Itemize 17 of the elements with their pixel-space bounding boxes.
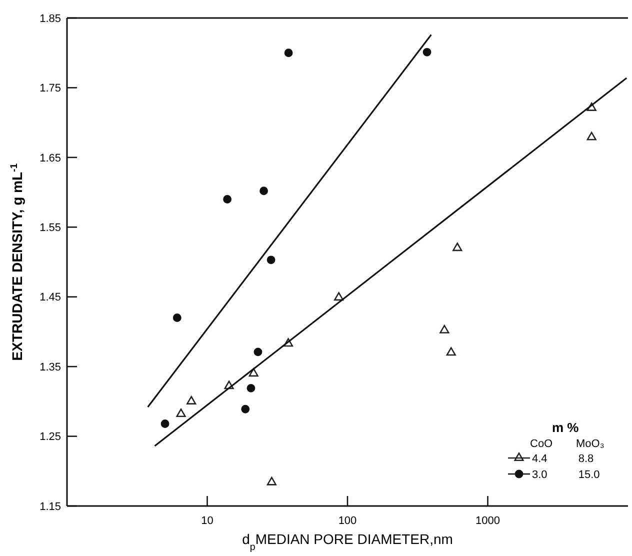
y-tick-label: 1.45 xyxy=(40,292,61,304)
y-tick-label: 1.55 xyxy=(40,222,61,234)
annotation: CoO xyxy=(530,438,554,450)
x-tick-label: 10 xyxy=(201,515,214,527)
y-tick-label: 1.65 xyxy=(40,152,61,164)
y-tick-label: 1.75 xyxy=(40,82,61,95)
y-tick-label: 1.85 xyxy=(40,12,61,25)
x-tick-label: 100 xyxy=(338,515,357,527)
legend-label: 3.0 15.0 xyxy=(532,469,600,481)
x-axis-title: d$_{p}$MEDIAN PORE DIAMETER,nm xyxy=(242,531,453,552)
y-tick-label: 1.25 xyxy=(40,431,61,444)
y-tick-label: 1.15 xyxy=(40,500,61,513)
legend-label: 4.4 8.8 xyxy=(532,453,594,465)
annotation: MoO₃ xyxy=(576,438,604,450)
x-tick-label: 1000 xyxy=(476,515,500,527)
legend-title: m % xyxy=(552,420,580,435)
y-tick-label: 1.35 xyxy=(40,361,61,374)
